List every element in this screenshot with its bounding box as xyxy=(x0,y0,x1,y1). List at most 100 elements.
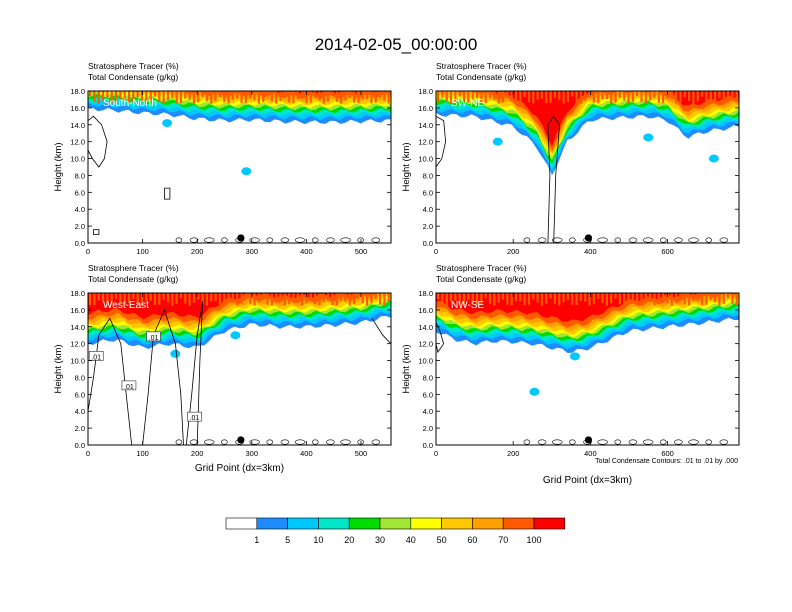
tracer-streak xyxy=(348,91,351,98)
tracer-streak xyxy=(640,91,643,102)
tracer-streak xyxy=(588,293,591,306)
tracer-streak xyxy=(631,91,634,102)
tracer-streak xyxy=(558,293,561,306)
tracer-streak xyxy=(726,293,730,299)
tracer-streak xyxy=(514,91,518,104)
tracer-streak xyxy=(93,91,96,102)
tracer-streak xyxy=(93,293,96,306)
contour-label-text: .01 xyxy=(91,354,101,361)
tracer-streak xyxy=(353,91,356,103)
tracer-streak xyxy=(197,293,200,300)
colorbar-swatch-6 xyxy=(379,517,412,530)
tracer-streak xyxy=(696,293,699,301)
x-tick-label: 0 xyxy=(86,449,90,458)
tracer-streak xyxy=(223,293,226,305)
y-tick-label: 6.0 xyxy=(423,188,433,197)
tracer-streak xyxy=(249,91,252,99)
tracer-streak xyxy=(527,293,531,305)
tracer-streak xyxy=(519,293,522,302)
tracer-streak xyxy=(123,91,126,100)
tracer-streak xyxy=(353,293,356,305)
tracer-streak xyxy=(731,293,734,304)
tracer-streak xyxy=(162,293,165,301)
surface-contour xyxy=(688,237,699,243)
tracer-streak xyxy=(488,293,492,304)
tracer-streak xyxy=(614,91,617,103)
tracer-streak xyxy=(501,91,505,103)
panel-title-tracer: Stratosphere Tracer (%) xyxy=(436,263,527,273)
tracer-streak xyxy=(305,293,308,304)
colorbar-label: 70 xyxy=(498,535,508,545)
tracer-streak xyxy=(631,293,634,301)
tracer-streak xyxy=(449,293,453,302)
tracer-streak xyxy=(378,91,382,98)
surface-contour xyxy=(537,237,547,243)
tracer-blob-2 xyxy=(230,331,241,340)
tracer-blob-3 xyxy=(708,154,719,163)
station-marker xyxy=(584,234,593,242)
tracer-streak xyxy=(540,293,544,306)
tracer-streak xyxy=(713,91,717,101)
plot-area: .01 .01 .01 .01 xyxy=(88,293,391,445)
tracer-streak xyxy=(188,91,191,100)
surface-contour xyxy=(688,439,699,445)
tracer-streak xyxy=(501,293,505,300)
tracer-streak xyxy=(275,91,278,104)
tracer-streak xyxy=(688,293,691,306)
tracer-streak xyxy=(88,293,92,305)
tracer-streak xyxy=(670,91,673,100)
tracer-streak xyxy=(545,91,548,104)
y-tick-label: 18.0 xyxy=(70,289,85,298)
tracer-streak xyxy=(553,293,557,304)
y-tick-label: 2.0 xyxy=(75,424,85,433)
tracer-streak xyxy=(657,293,660,305)
tracer-streak xyxy=(344,91,347,101)
tracer-streak xyxy=(575,91,578,102)
tracer-streak xyxy=(493,293,496,306)
surface-contour xyxy=(175,439,183,445)
tracer-streak xyxy=(662,91,665,104)
tracer-streak xyxy=(179,293,183,299)
tracer-streak xyxy=(158,293,161,305)
surface-contour xyxy=(659,439,667,445)
surface-contour xyxy=(266,237,274,243)
surface-contour xyxy=(371,237,381,243)
tracer-streak xyxy=(701,91,704,97)
tracer-streak xyxy=(467,293,470,300)
panel-3: .01 .01 .01 .01 West-East 0.0 2.0 4.0 6.0 8.0 10.0… xyxy=(53,263,392,474)
surface-contour xyxy=(203,439,215,445)
tracer-streak xyxy=(253,91,256,101)
tracer-streak xyxy=(692,293,695,302)
tracer-streak xyxy=(192,91,196,104)
panel-title-condensate: Total Condensate (g/kg) xyxy=(436,274,526,284)
tracer-streak xyxy=(145,91,148,104)
y-tick-label: 8.0 xyxy=(75,373,85,382)
surface-contour xyxy=(280,439,290,445)
condensate-contour-4 xyxy=(371,318,391,344)
tracer-streak xyxy=(471,293,474,303)
tracer-streak xyxy=(436,293,440,300)
tracer-streak xyxy=(240,91,243,104)
station-marker xyxy=(584,436,593,444)
tracer-blob-2 xyxy=(569,352,580,361)
tracer-streak xyxy=(149,91,152,102)
tracer-streak xyxy=(462,293,466,305)
tracer-streak xyxy=(649,293,652,302)
tracer-streak xyxy=(475,293,479,306)
surface-contour xyxy=(221,237,228,243)
tracer-streak xyxy=(713,293,717,303)
tracer-streak xyxy=(510,91,513,102)
tracer-streak xyxy=(257,293,260,303)
plot-frame xyxy=(87,90,392,244)
station-marker xyxy=(237,234,245,242)
y-tick-label: 8.0 xyxy=(423,373,433,382)
colorbar-swatch-7 xyxy=(410,517,442,530)
y-tick-label: 12.0 xyxy=(70,340,85,349)
station-marker xyxy=(237,436,245,444)
tracer-streak xyxy=(296,91,299,100)
tracer-streak xyxy=(540,91,544,99)
surface-contour xyxy=(719,439,729,445)
surface-contour xyxy=(249,439,260,445)
tracer-streak xyxy=(123,293,126,306)
tracer-streak xyxy=(731,91,734,99)
